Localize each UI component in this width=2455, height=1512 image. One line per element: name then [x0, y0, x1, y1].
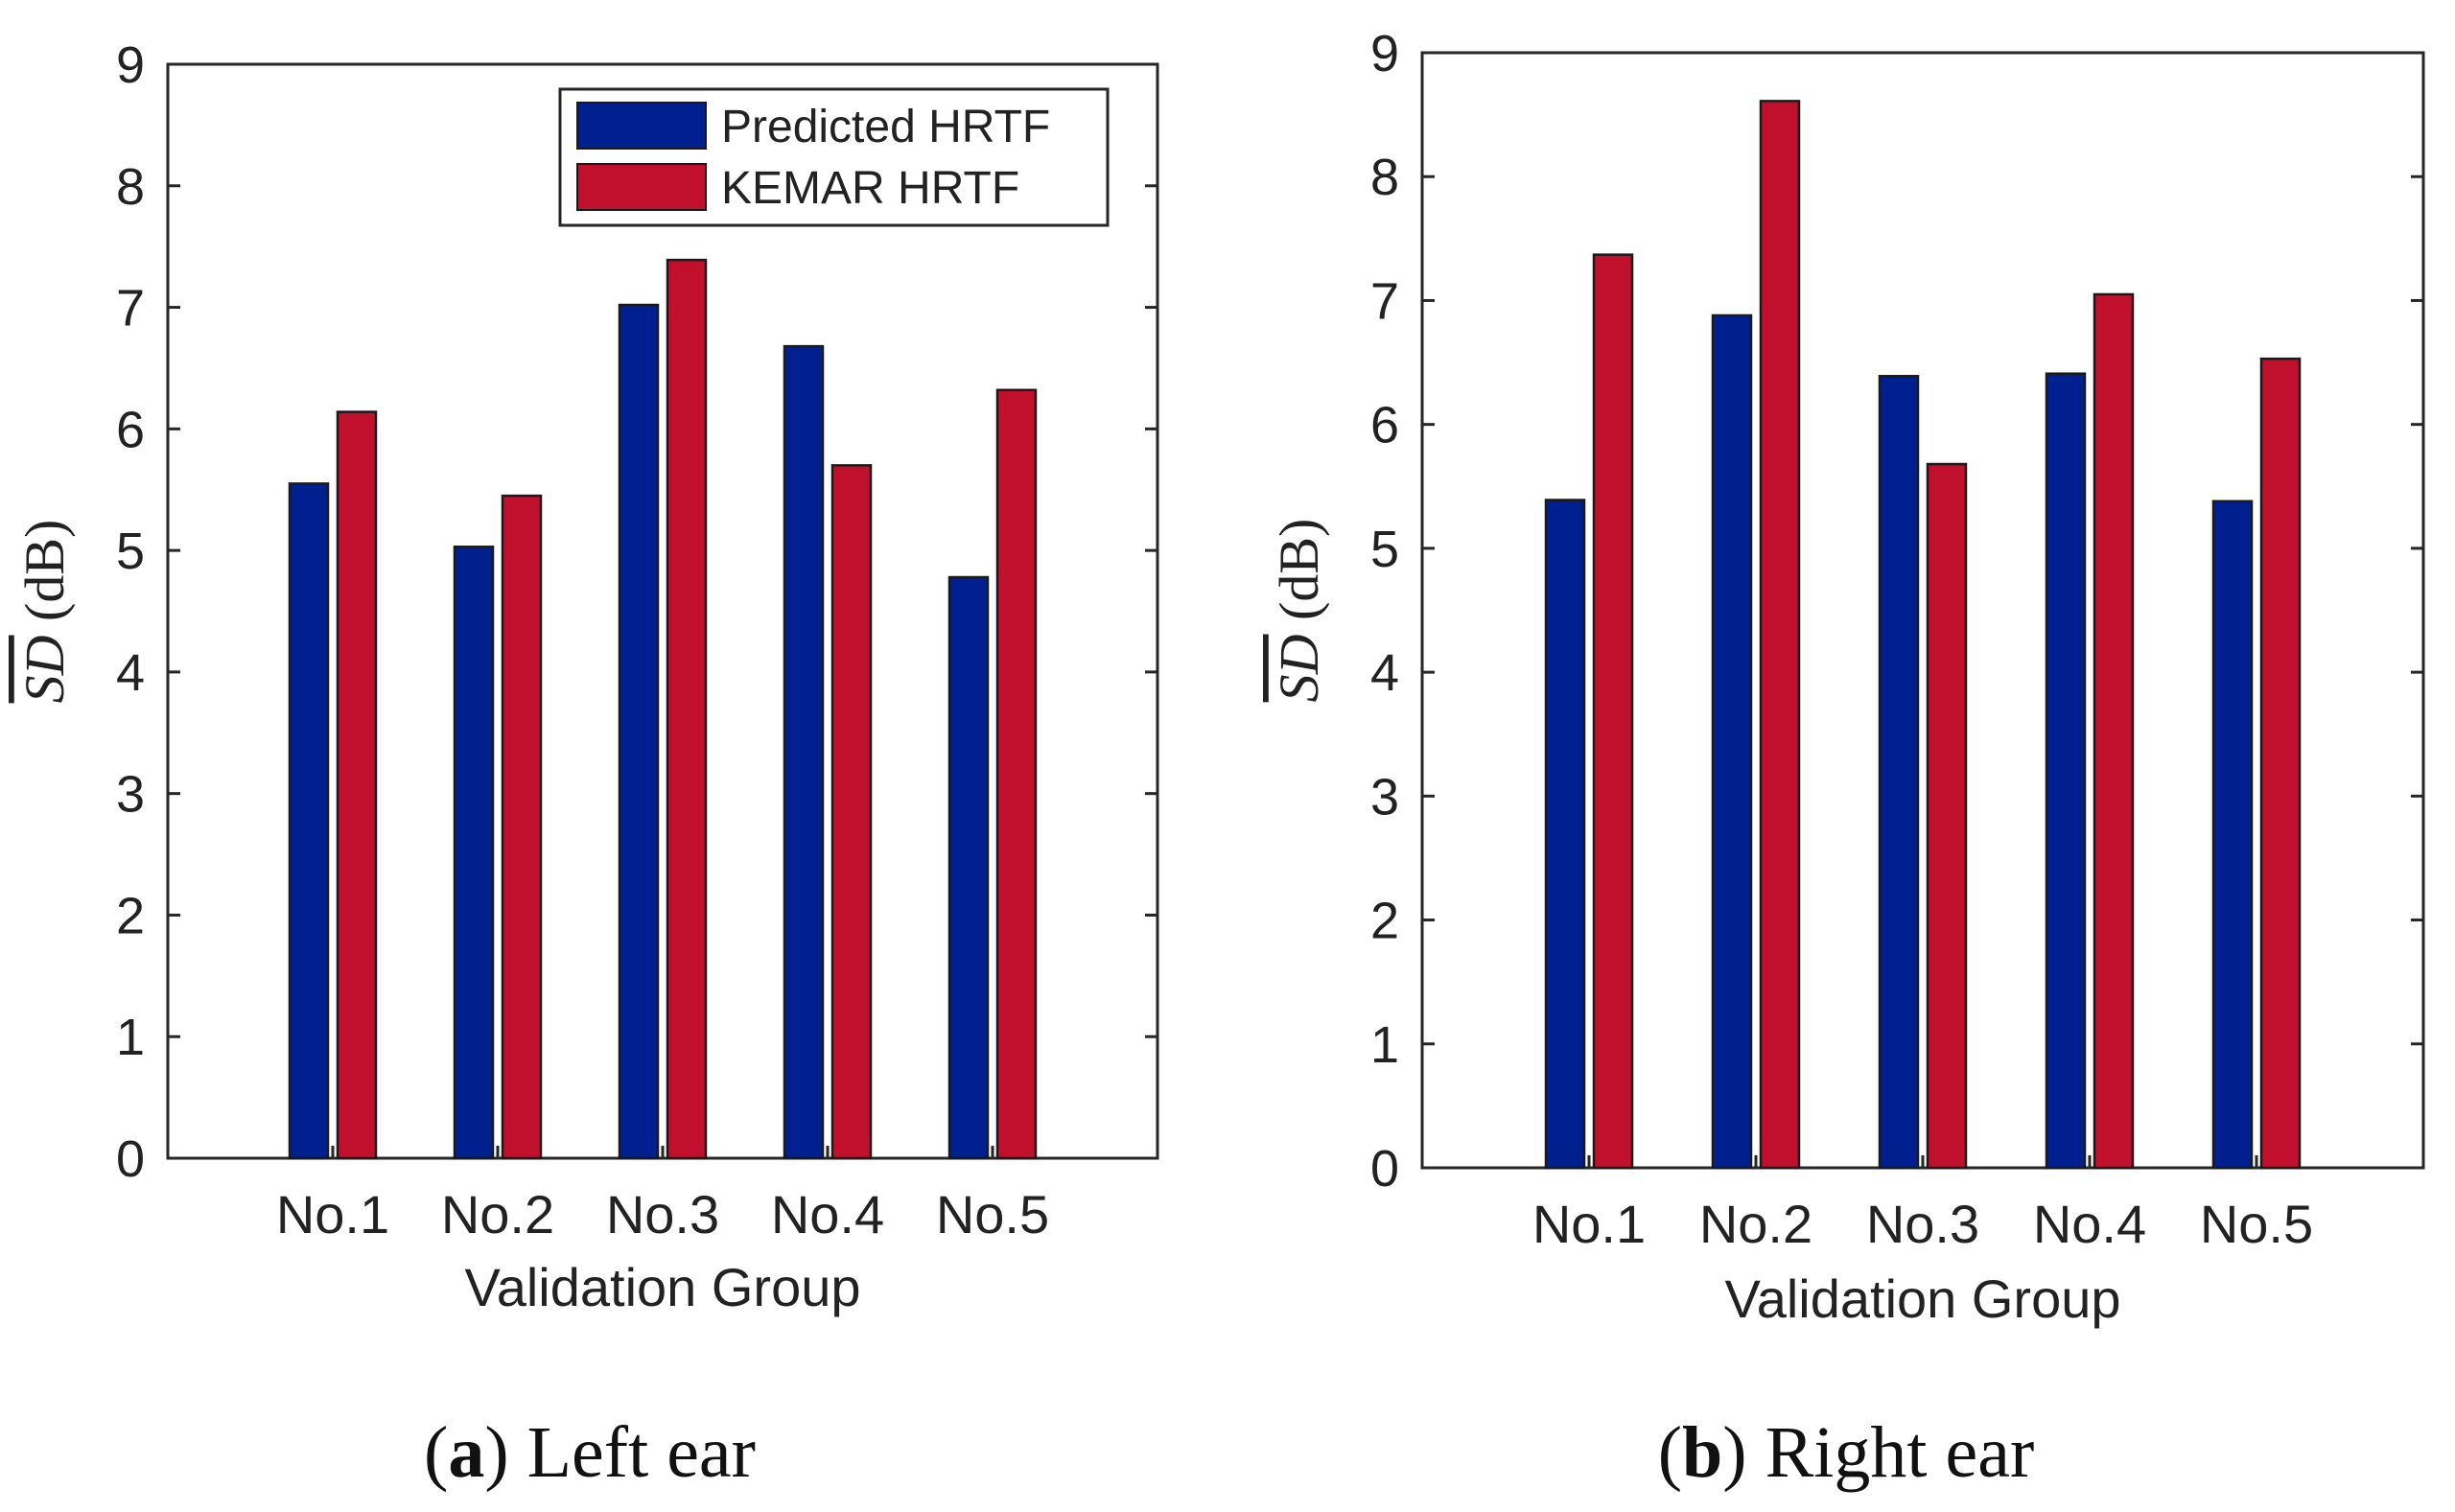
bar-kemar-hrtf-no5 — [995, 388, 1038, 1160]
y-tick-label: 6 — [116, 401, 145, 458]
legend-swatch — [576, 163, 707, 211]
y-tick-label: 4 — [1370, 644, 1399, 702]
legend-swatch — [576, 102, 707, 150]
y-tick-label: 1 — [116, 1009, 145, 1066]
x-tick-label: No.1 — [1532, 1194, 1646, 1254]
y-tick-label: 7 — [1370, 272, 1399, 330]
x-axis-label: Validation Group — [1725, 1268, 2121, 1329]
y-tick-label: 0 — [116, 1130, 145, 1188]
y-tick-label: 5 — [116, 523, 145, 580]
y-tick-label: 9 — [1370, 25, 1399, 82]
x-tick-label: No.4 — [771, 1184, 884, 1244]
bar-kemar-hrtf-no1 — [1592, 253, 1634, 1170]
x-tick-label: No.3 — [606, 1184, 719, 1244]
bar-kemar-hrtf-no2 — [501, 494, 543, 1160]
y-tick-label: 8 — [1370, 149, 1399, 206]
caption-letter: b — [1682, 1412, 1722, 1493]
y-axis-symbol: SD — [1268, 634, 1330, 702]
x-tick-label: No.2 — [1699, 1194, 1812, 1254]
y-axis-label: SD (dB) — [1268, 519, 1330, 703]
x-tick-label: No.1 — [276, 1184, 389, 1244]
bar-predicted-hrtf-no5 — [2211, 500, 2254, 1170]
x-tick-label: No.5 — [936, 1184, 1049, 1244]
y-tick-label: 2 — [1370, 893, 1399, 950]
y-axis-unit: (dB) — [13, 520, 76, 636]
x-axis-label: Validation Group — [465, 1257, 861, 1317]
bar-kemar-hrtf-no4 — [830, 464, 873, 1160]
legend-label: Predicted HRTF — [721, 102, 1050, 152]
bar-predicted-hrtf-no5 — [947, 575, 990, 1160]
y-tick-label: 8 — [116, 158, 145, 216]
x-tick-label: No.2 — [441, 1184, 554, 1244]
bar-kemar-hrtf-no5 — [2259, 357, 2302, 1170]
chart-panel-b: 0 1 2 3 4 5 6 7 8 9 No.1 No.2 No.3 No.4 No.5 Validation… — [1268, 25, 2425, 1493]
bar-kemar-hrtf-no1 — [336, 410, 378, 1160]
x-tick-label: No.5 — [2200, 1194, 2313, 1254]
y-tick-label: 9 — [116, 36, 145, 94]
y-tick-label: 7 — [116, 280, 145, 337]
y-tick-label: 6 — [1370, 397, 1399, 454]
x-tick-label: No.4 — [2033, 1194, 2146, 1254]
bar-predicted-hrtf-no3 — [1878, 375, 1920, 1170]
y-tick-label: 0 — [1370, 1140, 1399, 1198]
y-axis-symbol: SD — [13, 635, 76, 703]
y-tick-label: 2 — [116, 887, 145, 944]
bar-predicted-hrtf-no4 — [2045, 372, 2087, 1170]
panel-caption: (a) Left ear — [424, 1412, 756, 1493]
y-tick-label: 3 — [116, 766, 145, 824]
bar-predicted-hrtf-no1 — [288, 482, 330, 1160]
bar-kemar-hrtf-no3 — [1926, 462, 1968, 1170]
y-tick-label: 4 — [116, 644, 145, 702]
y-tick-label: 1 — [1370, 1016, 1399, 1074]
caption-text: ) Right ear — [1722, 1412, 2034, 1493]
bar-predicted-hrtf-no4 — [783, 344, 825, 1160]
legend-label: KEMAR HRTF — [721, 163, 1019, 214]
y-tick-label: 3 — [1370, 768, 1399, 826]
bar-kemar-hrtf-no2 — [1759, 100, 1801, 1170]
chart-panel-a: 0 1 2 3 4 5 6 7 8 9 No.1 No.2 No.3 No.4 No.5 Validation… — [13, 36, 1159, 1493]
bar-predicted-hrtf-no1 — [1544, 499, 1586, 1170]
x-tick-label: No.3 — [1866, 1194, 1979, 1254]
bar-kemar-hrtf-no3 — [666, 258, 708, 1160]
bar-predicted-hrtf-no2 — [453, 546, 495, 1160]
y-axis-unit: (dB) — [1268, 519, 1330, 635]
bar-kemar-hrtf-no4 — [2093, 292, 2135, 1170]
bar-predicted-hrtf-no3 — [618, 303, 660, 1160]
y-tick-label: 5 — [1370, 521, 1399, 578]
y-axis-label: SD (dB) — [13, 520, 76, 704]
caption-text: ) Left ear — [484, 1412, 756, 1493]
panel-caption: (b) Right ear — [1658, 1412, 2035, 1493]
caption-letter: a — [448, 1412, 484, 1493]
bar-predicted-hrtf-no2 — [1711, 314, 1753, 1170]
